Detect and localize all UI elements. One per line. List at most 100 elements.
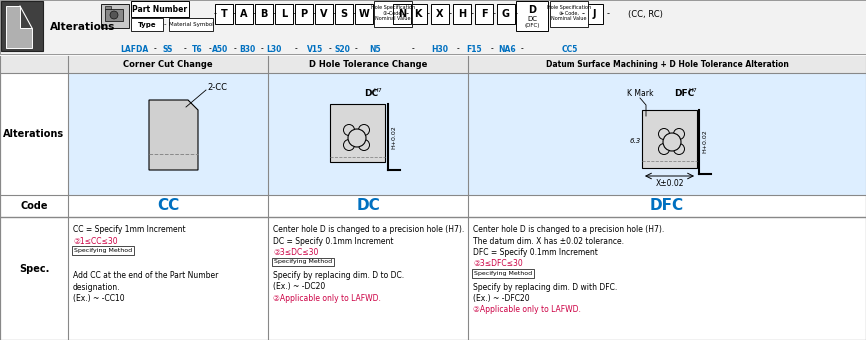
Text: N5: N5 [369,45,381,53]
Text: -: - [405,10,409,18]
Polygon shape [6,6,32,48]
Text: Center hole D is changed to a precision hole (H7).: Center hole D is changed to a precision … [273,225,464,234]
Text: G: G [502,9,510,19]
Text: -: - [261,45,263,53]
Bar [468,73,866,195]
Text: 6.3: 6.3 [630,138,641,144]
Text: H+0.02: H+0.02 [702,129,708,153]
Text: The datum dim. X has ±0.02 tolerance.: The datum dim. X has ±0.02 tolerance. [473,237,624,245]
Text: ②3≤DFC≤30: ②3≤DFC≤30 [473,259,523,269]
Text: DC = Specify 0.1mm Increment: DC = Specify 0.1mm Increment [273,237,393,245]
Text: Specifying Method: Specifying Method [474,271,532,276]
Text: K Mark: K Mark [627,89,653,99]
Bar [335,4,353,24]
Bar [409,4,427,24]
Text: -: - [209,45,211,53]
Text: CC = Specify 1mm Increment: CC = Specify 1mm Increment [73,225,185,234]
Text: -: - [253,10,255,18]
Text: X: X [436,9,443,19]
Text: J: J [592,9,596,19]
Bar [275,4,293,24]
Polygon shape [149,100,198,170]
Text: F: F [481,9,488,19]
Circle shape [674,129,684,139]
Text: (DFC): (DFC) [524,23,540,29]
Bar [1,1,43,51]
Text: -: - [449,10,451,18]
Text: D Hole Tolerance Change: D Hole Tolerance Change [309,60,427,69]
Text: CC5: CC5 [562,45,578,53]
Text: -: - [560,10,564,18]
Text: ②Applicable only to LAFWD.: ②Applicable only to LAFWD. [273,294,381,303]
Text: -: - [273,10,275,18]
Text: -: - [164,21,166,28]
Bar [105,6,111,9]
Circle shape [674,143,684,154]
Text: -: - [520,45,523,53]
Text: S: S [340,9,347,19]
Bar [295,4,313,24]
Circle shape [359,124,370,136]
Text: H7: H7 [688,88,697,94]
Bar [497,4,515,24]
Bar [330,104,385,162]
Text: Hole Specification: Hole Specification [371,4,415,10]
Text: DC: DC [356,199,380,214]
Circle shape [359,139,370,151]
Bar [268,73,468,195]
Text: Specify by replacing dim. D to DC.: Specify by replacing dim. D to DC. [273,271,404,280]
Text: T6: T6 [191,45,203,53]
Text: -: - [411,45,414,53]
Bar [131,1,189,17]
Text: -: - [493,10,495,18]
Text: ②1≤CC≤30: ②1≤CC≤30 [73,237,118,245]
Text: DC: DC [364,88,378,98]
Text: X±0.02: X±0.02 [656,180,684,188]
Text: H7: H7 [373,87,383,92]
Text: A50: A50 [212,45,228,53]
Bar [0,0,866,54]
Text: -: - [352,10,356,18]
Text: (Ex.) ~ -CC10: (Ex.) ~ -CC10 [73,294,125,303]
Text: Datum Surface Machining + D Hole Tolerance Alteration: Datum Surface Machining + D Hole Toleran… [546,60,788,69]
Text: -: - [456,45,459,53]
Bar [393,4,411,24]
Text: Part Number: Part Number [132,4,188,14]
Bar [475,4,493,24]
Bar [255,4,273,24]
Text: -: - [581,10,585,18]
Text: Nominal Value: Nominal Value [375,17,410,21]
Bar [169,18,213,31]
Bar [0,56,866,73]
Bar [453,4,471,24]
Text: -: - [313,10,315,18]
Circle shape [344,124,354,136]
Text: -: - [293,10,295,18]
Text: DFC = Specify 0.1mm Increment: DFC = Specify 0.1mm Increment [473,248,598,257]
Circle shape [348,129,366,147]
Text: V: V [320,9,327,19]
Bar [550,1,588,27]
Circle shape [344,139,354,151]
Text: B30: B30 [239,45,255,53]
Bar [642,110,697,168]
Text: Specify by replacing dim. D with DFC.: Specify by replacing dim. D with DFC. [473,283,617,291]
Text: ① Code,: ① Code, [383,11,403,16]
Text: Alterations: Alterations [3,129,65,139]
Text: (Ex.) ~ -DFC20: (Ex.) ~ -DFC20 [473,294,530,303]
Text: Nominal Value: Nominal Value [552,17,587,21]
Text: DC: DC [527,16,537,22]
Text: -: - [386,10,390,18]
Text: Add CC at the end of the Part Number: Add CC at the end of the Part Number [73,271,218,280]
Text: NA6: NA6 [498,45,516,53]
Text: Code: Code [20,201,48,211]
Text: P: P [301,9,307,19]
Text: F15: F15 [466,45,481,53]
Text: Type: Type [138,21,156,28]
Text: Corner Cut Change: Corner Cut Change [123,60,213,69]
Text: Specifying Method: Specifying Method [274,259,332,265]
Text: Hole Specification: Hole Specification [547,4,591,10]
Text: (CC, RC): (CC, RC) [628,10,662,18]
Text: L30: L30 [267,45,281,53]
Text: N: N [398,9,406,19]
